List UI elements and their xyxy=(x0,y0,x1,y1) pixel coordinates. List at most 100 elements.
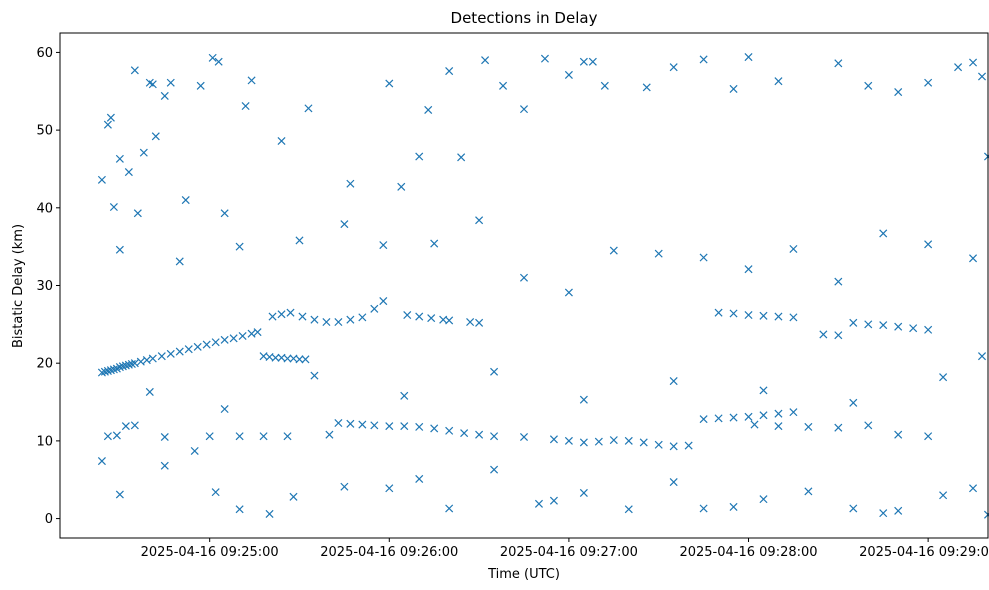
data-point xyxy=(939,373,948,382)
data-point xyxy=(112,431,121,440)
data-point xyxy=(977,72,987,81)
data-point xyxy=(879,509,888,518)
data-point xyxy=(190,446,199,456)
data-point xyxy=(202,340,211,349)
data-point xyxy=(157,352,166,361)
data-point xyxy=(325,430,334,439)
data-point xyxy=(894,88,903,97)
data-point xyxy=(579,438,588,447)
data-point xyxy=(588,57,597,66)
data-point xyxy=(175,257,184,266)
data-point xyxy=(774,409,783,418)
data-point xyxy=(247,329,256,338)
data-point xyxy=(283,432,292,441)
data-point xyxy=(475,318,484,327)
data-point xyxy=(415,312,424,321)
x-axis-label: Time (UTC) xyxy=(487,567,560,582)
data-point xyxy=(397,182,406,191)
data-point xyxy=(954,63,963,72)
data-point xyxy=(579,57,588,66)
data-point xyxy=(594,437,603,446)
y-tick-label: 40 xyxy=(36,201,53,216)
data-point xyxy=(265,509,274,518)
y-axis-ticks: 0 10 20 30 40 50 60 xyxy=(36,46,60,527)
data-point xyxy=(283,354,292,363)
data-point xyxy=(564,436,573,445)
data-point xyxy=(894,322,903,331)
data-point xyxy=(235,432,244,441)
data-point xyxy=(909,324,918,333)
data-point xyxy=(346,179,355,188)
data-point xyxy=(654,440,663,449)
data-point xyxy=(894,430,903,439)
data-point xyxy=(519,105,529,114)
data-point xyxy=(669,377,678,386)
data-point xyxy=(774,422,783,431)
data-point xyxy=(400,391,409,400)
data-point xyxy=(624,505,633,514)
data-point xyxy=(106,113,115,122)
data-point xyxy=(340,482,349,491)
data-point xyxy=(499,81,508,90)
data-point xyxy=(475,430,484,439)
data-point xyxy=(445,316,454,325)
data-point xyxy=(714,414,723,423)
data-point xyxy=(220,209,229,218)
data-point xyxy=(310,315,319,324)
data-point xyxy=(609,436,618,445)
data-point xyxy=(160,91,169,100)
data-point xyxy=(220,335,229,344)
data-point xyxy=(744,412,753,421)
data-point xyxy=(145,387,154,396)
data-point xyxy=(124,360,133,369)
data-point xyxy=(834,59,843,68)
data-point xyxy=(346,419,355,428)
data-point xyxy=(205,432,214,441)
data-point xyxy=(181,196,190,205)
data-point xyxy=(253,328,262,337)
x-tick-label: 2025-04-16 09:29:00 xyxy=(859,545,989,560)
data-point xyxy=(97,457,106,466)
data-point xyxy=(639,438,648,447)
data-point xyxy=(894,506,903,515)
data-point xyxy=(115,245,124,254)
data-point xyxy=(759,495,768,504)
data-point xyxy=(214,57,223,66)
data-point xyxy=(151,132,160,141)
data-point xyxy=(160,432,169,442)
data-point xyxy=(121,361,130,370)
data-point xyxy=(295,236,304,245)
data-point xyxy=(654,249,663,258)
data-point xyxy=(127,359,136,368)
data-point xyxy=(115,363,124,372)
data-point xyxy=(109,203,118,212)
data-point xyxy=(130,66,139,75)
data-point xyxy=(924,325,933,334)
data-point xyxy=(241,102,250,111)
data-point xyxy=(148,80,157,89)
data-point xyxy=(924,240,933,249)
data-point xyxy=(160,461,169,470)
data-point xyxy=(490,432,499,441)
data-point xyxy=(729,502,738,511)
data-point xyxy=(457,153,466,162)
data-point xyxy=(100,367,109,376)
data-point xyxy=(939,491,948,500)
data-point xyxy=(97,175,106,184)
data-point xyxy=(624,436,633,445)
data-point xyxy=(430,424,439,433)
data-point xyxy=(385,484,394,493)
y-axis-label: Bistatic Delay (km) xyxy=(11,224,26,348)
data-point xyxy=(600,81,609,90)
data-point xyxy=(579,488,588,497)
data-point xyxy=(849,504,858,513)
data-point xyxy=(819,330,828,339)
data-point xyxy=(564,70,573,79)
data-point xyxy=(295,355,304,364)
x-axis-ticks: 2025-04-16 09:25:00 2025-04-16 09:26:00 20… xyxy=(141,538,989,560)
data-point xyxy=(370,304,379,313)
data-point xyxy=(118,362,127,371)
data-point xyxy=(148,354,157,363)
data-point xyxy=(481,56,490,65)
